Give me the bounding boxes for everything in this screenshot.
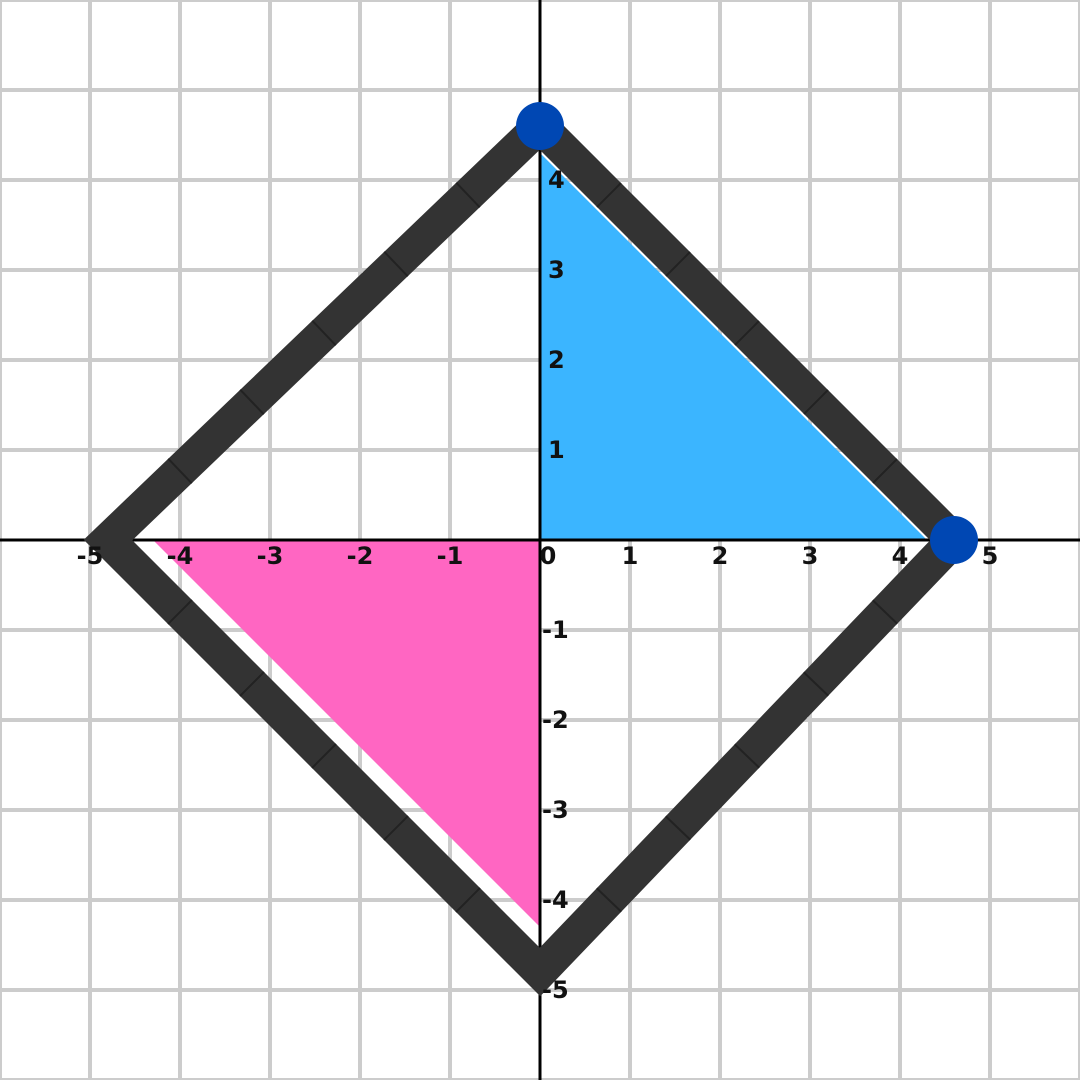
segment-tick-mark: [596, 887, 622, 913]
x-tick-label: 1: [622, 542, 639, 570]
x-tick-label: -3: [257, 542, 284, 570]
x-tick-label: -4: [167, 542, 194, 570]
segment-tick-marks: [167, 182, 898, 913]
y-tick-label: -4: [542, 886, 569, 914]
segment-tick-mark: [455, 182, 481, 208]
draggable-point[interactable]: [930, 516, 978, 564]
draggable-point[interactable]: [516, 102, 564, 150]
segment-tick-mark: [803, 389, 829, 415]
segment-tick-mark: [734, 320, 760, 346]
points[interactable]: [516, 102, 978, 564]
segment-tick-mark: [311, 743, 337, 769]
y-tick-label: 3: [548, 256, 565, 284]
pink-triangle: [153, 540, 540, 927]
y-tick-label: 1: [548, 436, 565, 464]
y-tick-label: 2: [548, 346, 565, 374]
y-tick-label: -5: [542, 976, 569, 1004]
segment-tick-mark: [167, 458, 193, 484]
segment-tick-mark: [167, 599, 193, 625]
segment-tick-mark: [803, 671, 829, 697]
segment-tick-mark: [872, 458, 898, 484]
y-tick-label: -2: [542, 706, 569, 734]
x-tick-label: 2: [712, 542, 729, 570]
segment-tick-mark: [239, 671, 265, 697]
x-tick-label: -1: [437, 542, 464, 570]
x-tick-label: -2: [347, 542, 374, 570]
x-tick-label: 5: [982, 542, 999, 570]
y-tick-label: -3: [542, 796, 569, 824]
segment-tick-mark: [311, 320, 337, 346]
y-tick-label: 4: [548, 166, 565, 194]
x-tick-label: 0: [540, 542, 557, 570]
segment-tick-mark: [872, 599, 898, 625]
tick-labels: -5 -4 -3 -2 -1 0 1 2 3 4 5 4 3 2 1 -1 -2 -3 -4 -5: [77, 166, 999, 1004]
segment-tick-mark: [455, 887, 481, 913]
y-tick-label: -1: [542, 616, 569, 644]
segment-tick-mark: [383, 815, 409, 841]
blue-triangle: [540, 153, 927, 540]
segment-tick-mark: [596, 182, 622, 208]
x-tick-label: 4: [892, 542, 909, 570]
x-tick-label: 3: [802, 542, 819, 570]
segment-tick-mark: [665, 251, 691, 277]
x-tick-label: -5: [77, 542, 104, 570]
segment-tick-mark: [383, 251, 409, 277]
segment-tick-mark: [734, 743, 760, 769]
segment-tick-mark: [665, 815, 691, 841]
segment-tick-mark: [239, 389, 265, 415]
